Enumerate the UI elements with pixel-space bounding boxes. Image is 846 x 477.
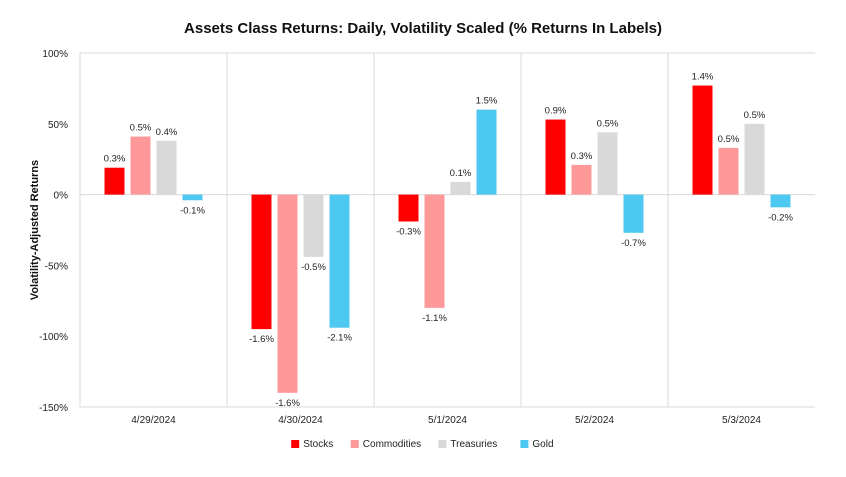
x-category-label: 4/30/2024 xyxy=(278,415,323,426)
bar-gold xyxy=(329,194,350,328)
data-label: 0.1% xyxy=(450,168,472,179)
legend-swatch-commodities xyxy=(350,440,359,448)
bar-commodities xyxy=(718,147,739,195)
data-label: -2.1% xyxy=(327,333,352,344)
data-label: -0.3% xyxy=(396,227,421,238)
bar-treasuries xyxy=(744,123,765,195)
bar-stocks xyxy=(692,85,713,195)
legend-label-treasuries: Treasuries xyxy=(450,439,497,450)
legend-label-commodities: Commodities xyxy=(363,439,421,450)
y-tick-label: 100% xyxy=(42,49,68,60)
y-axis-label: Volatility-Adjusted Returns xyxy=(29,160,41,300)
x-category-label: 4/29/2024 xyxy=(131,415,176,426)
bar-commodities xyxy=(277,194,298,393)
data-label: -0.5% xyxy=(301,262,326,273)
legend-swatch-treasuries xyxy=(438,440,447,448)
chart-title: Assets Class Returns: Daily, Volatility … xyxy=(184,20,662,37)
bar-treasuries xyxy=(597,132,618,195)
bar-gold xyxy=(182,194,203,201)
bar-treasuries xyxy=(303,194,324,257)
y-tick-label: 50% xyxy=(48,120,68,131)
bar-gold xyxy=(770,194,791,208)
data-label: -0.1% xyxy=(180,205,205,216)
bar-gold xyxy=(476,109,497,195)
legend-label-stocks: Stocks xyxy=(303,439,333,450)
plot-area: 100% 50% 0% -50% -100% -150% 4/29/2024 4/30/202… xyxy=(39,49,815,426)
data-label: 0.3% xyxy=(104,154,126,165)
data-label: 0.5% xyxy=(130,123,152,134)
data-label: 0.5% xyxy=(718,134,740,145)
data-label: -1.6% xyxy=(275,398,300,409)
bar-stocks xyxy=(545,119,566,195)
bar-commodities xyxy=(424,194,445,308)
bar-stocks xyxy=(104,167,125,195)
data-label: 1.4% xyxy=(692,72,714,83)
data-label: 0.9% xyxy=(545,106,567,117)
data-label: -1.1% xyxy=(422,313,447,324)
data-label: 0.3% xyxy=(571,151,593,162)
x-category-label: 5/2/2024 xyxy=(575,415,614,426)
bar-stocks xyxy=(398,194,419,222)
legend-swatch-gold xyxy=(520,440,529,448)
data-label: -0.2% xyxy=(768,212,793,223)
legend-swatch-stocks xyxy=(291,440,300,448)
bar-treasuries xyxy=(156,140,177,195)
y-tick-label: -50% xyxy=(45,261,68,272)
data-label: 0.5% xyxy=(744,110,766,121)
bar-commodities xyxy=(130,136,151,195)
bar-treasuries xyxy=(450,181,471,195)
data-label: -1.6% xyxy=(249,334,274,345)
data-label: -0.7% xyxy=(621,238,646,249)
bar-gold xyxy=(623,194,644,233)
y-tick-label: -150% xyxy=(39,403,68,414)
x-category-label: 5/3/2024 xyxy=(722,415,761,426)
y-tick-label: -100% xyxy=(39,332,68,343)
legend: Stocks Commodities Treasuries Gold xyxy=(291,439,554,450)
data-label: 0.4% xyxy=(156,127,178,138)
data-label: 1.5% xyxy=(476,96,498,107)
y-tick-label: 0% xyxy=(54,191,69,202)
x-category-label: 5/1/2024 xyxy=(428,415,467,426)
bar-commodities xyxy=(571,164,592,195)
data-label: 0.5% xyxy=(597,118,619,129)
legend-label-gold: Gold xyxy=(532,439,553,450)
bar-stocks xyxy=(251,194,272,330)
